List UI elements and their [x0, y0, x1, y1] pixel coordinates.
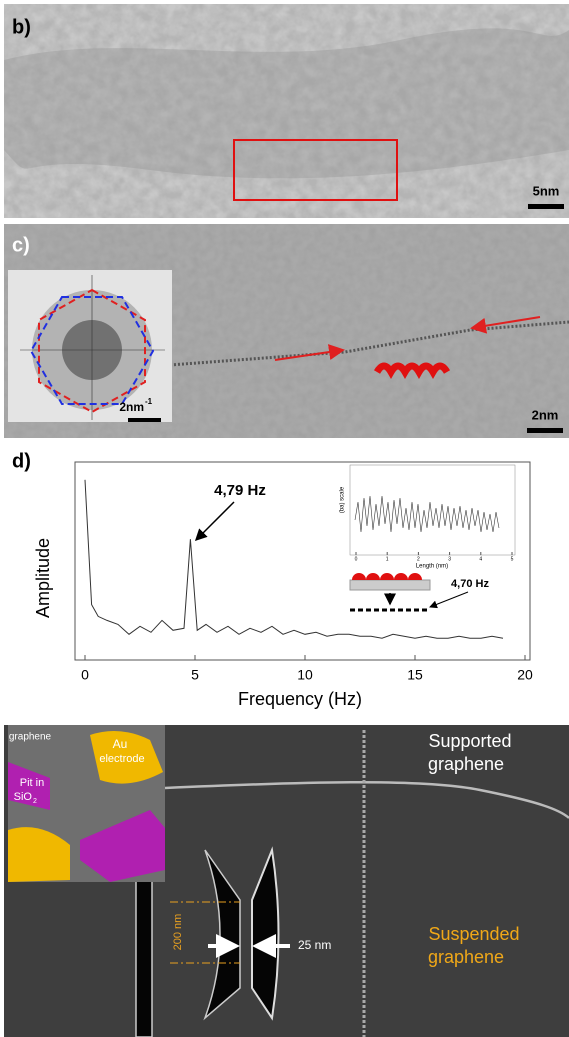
- schematic-label: SiO: [14, 791, 33, 803]
- panel-label: d): [12, 450, 31, 472]
- inset-y-label: (ba) scale: [340, 486, 346, 513]
- scale-bar: [128, 418, 161, 422]
- region-label: Suspended: [428, 924, 519, 944]
- substrate-icon: [350, 580, 430, 590]
- scale-label: 5nm: [533, 183, 560, 198]
- schematic-label: graphene: [9, 732, 52, 743]
- inset-x-tick-label: 4: [479, 556, 482, 562]
- y-axis-label: Amplitude: [33, 538, 53, 618]
- inset-x-tick-label: 2: [417, 556, 420, 562]
- scale-label: 2nm: [532, 407, 559, 422]
- x-tick-label: 0: [81, 667, 89, 683]
- annotation: 4,70 Hz: [451, 578, 489, 590]
- region-label: graphene: [428, 754, 504, 774]
- figure: b) 5nm 2nm -1 c) 2nm d) Frequency (Hz) A…: [0, 0, 569, 1037]
- schematic-label-sub: 2: [33, 798, 37, 805]
- x-tick-label: 10: [297, 667, 313, 683]
- region-label: Supported: [428, 731, 511, 751]
- x-tick-label: 5: [191, 667, 199, 683]
- inset-x-label: Length (nm): [416, 564, 448, 570]
- panel-label: c): [12, 234, 30, 256]
- wave-icon: [352, 573, 422, 580]
- page: {"panels": { "b": {"label": "b)", "scale…: [0, 0, 569, 1037]
- dimension-label: 25 nm: [298, 938, 331, 952]
- x-tick-label: 20: [517, 667, 533, 683]
- annotation: 4,79 Hz: [214, 482, 266, 499]
- pit: [136, 880, 152, 1037]
- inset-x-tick-label: 0: [355, 556, 358, 562]
- inset-x-tick-label: 5: [511, 556, 514, 562]
- panel-d: d) Frequency (Hz) Amplitude 4,79 Hz Leng…: [12, 450, 533, 708]
- schematic-label: Au: [113, 737, 128, 751]
- inset-frame: [350, 465, 515, 555]
- panel-b: b) 5nm: [4, 4, 569, 218]
- schematic-label: Pit in: [20, 777, 44, 789]
- scale-label-sup: -1: [145, 397, 153, 406]
- dimension-label: 200 nm: [172, 914, 184, 951]
- panel-label: b): [12, 16, 31, 38]
- region-label: graphene: [428, 947, 504, 967]
- schematic-label: electrode: [99, 753, 144, 765]
- inset-x-tick-label: 1: [386, 556, 389, 562]
- scale-bar: [527, 428, 563, 433]
- panel-c: 2nm -1 c) 2nm: [4, 224, 569, 438]
- arrow: [430, 592, 468, 607]
- x-tick-label: 15: [407, 667, 423, 683]
- scale-label: 2nm: [119, 400, 144, 414]
- inset-x-tick-label: 3: [448, 556, 451, 562]
- scale-bar: [528, 204, 564, 209]
- panel-e: 200 nm 25 nm Supported graphene Suspende…: [4, 725, 569, 1037]
- arrow: [196, 502, 234, 540]
- x-axis-label: Frequency (Hz): [238, 689, 362, 709]
